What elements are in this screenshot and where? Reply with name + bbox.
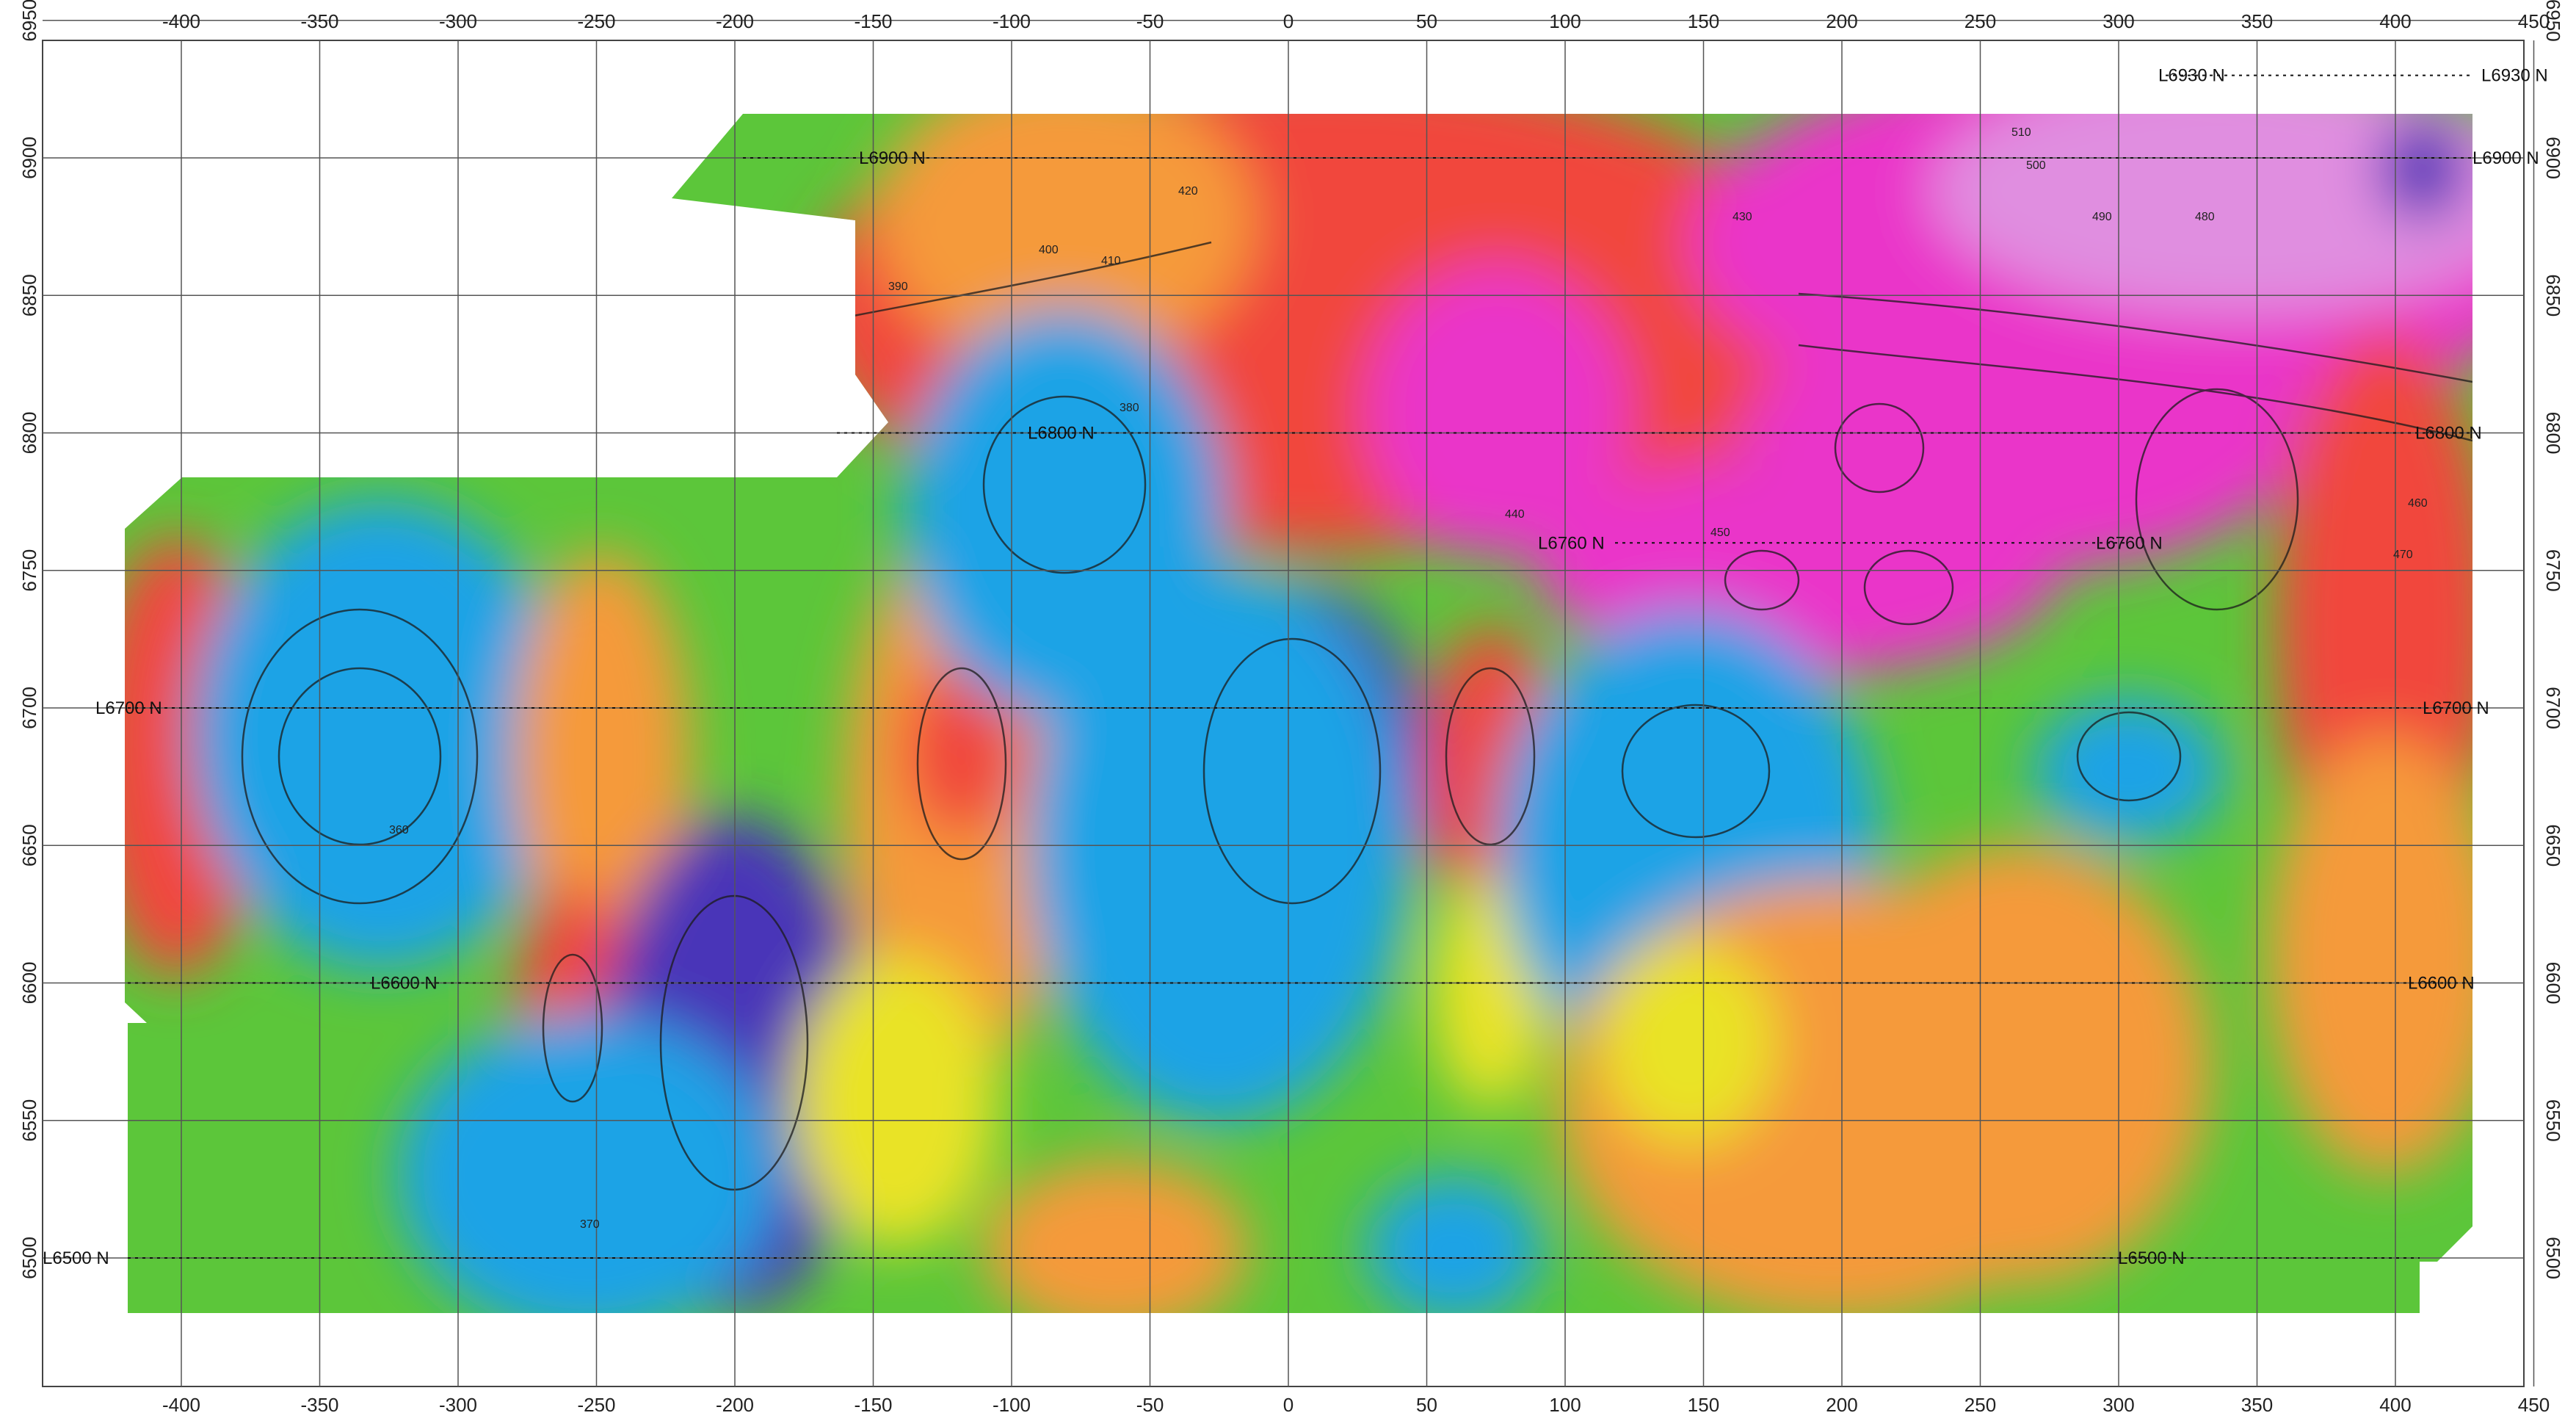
survey-line-label-right: L6900 N xyxy=(2472,148,2539,168)
contour-label: 390 xyxy=(888,281,908,293)
y-tick-label-right: 6800 xyxy=(2542,412,2564,455)
contour-label: 400 xyxy=(1039,244,1059,256)
survey-line-label-right: L6600 N xyxy=(2408,974,2475,994)
survey-line-label-left: L6700 N xyxy=(95,698,162,718)
survey-line-label-left: L6600 N xyxy=(371,974,438,994)
survey-line-label-left: L6500 N xyxy=(43,1248,109,1268)
y-tick-label-left: 6950 xyxy=(18,0,40,42)
y-tick-label-right: 6850 xyxy=(2542,274,2564,317)
x-tick-label-top: 250 xyxy=(1964,10,1996,32)
contour-label: 490 xyxy=(2092,211,2112,223)
contour-label: 470 xyxy=(2393,549,2413,561)
x-tick-label-top: -250 xyxy=(577,10,615,32)
x-tick-label-bottom: 450 xyxy=(2518,1394,2550,1416)
contour-label: 370 xyxy=(580,1218,600,1231)
survey-line-label-left: L6800 N xyxy=(1028,424,1095,444)
contour-value-labels: 390 400 410 420 430 440 450 460 470 480 … xyxy=(389,126,2428,1231)
x-tick-label-bottom: 350 xyxy=(2241,1394,2273,1416)
y-tick-label-right: 6900 xyxy=(2542,137,2564,179)
x-tick-label-bottom: 0 xyxy=(1283,1394,1294,1416)
x-tick-label-bottom: -100 xyxy=(993,1394,1031,1416)
survey-line-label-right: L6800 N xyxy=(2415,424,2482,444)
x-tick-label-bottom: 50 xyxy=(1416,1394,1437,1416)
x-tick-label-bottom: -400 xyxy=(162,1394,200,1416)
x-tick-label-top: -300 xyxy=(439,10,477,32)
x-tick-label-top: 100 xyxy=(1549,10,1581,32)
contour-label: 510 xyxy=(2011,126,2031,139)
x-tick-label-bottom: -300 xyxy=(439,1394,477,1416)
contour-label: 360 xyxy=(389,824,409,836)
x-tick-label-top: -350 xyxy=(300,10,338,32)
survey-line-label-right: L6700 N xyxy=(2423,698,2489,718)
contour-label: 430 xyxy=(1733,211,1752,223)
x-tick-label-top: 200 xyxy=(1826,10,1857,32)
survey-line-label-right: L6760 N xyxy=(2096,533,2163,553)
x-tick-label-top: -200 xyxy=(716,10,754,32)
contour-label: 380 xyxy=(1120,402,1139,414)
y-tick-label-left: 6800 xyxy=(18,412,40,455)
x-tick-label-bottom: -250 xyxy=(577,1394,615,1416)
y-tick-label-left: 6500 xyxy=(18,1237,40,1279)
x-tick-label-bottom: 300 xyxy=(2102,1394,2134,1416)
x-tick-label-top: -50 xyxy=(1136,10,1164,32)
y-tick-label-left: 6600 xyxy=(18,962,40,1005)
x-tick-label-bottom: -150 xyxy=(854,1394,892,1416)
x-tick-label-top: 450 xyxy=(2518,10,2550,32)
axis-labels: -400 -400 -350 -350 -300 -300 -250 -250 -200 -200… xyxy=(18,0,2564,1416)
contour-label: 500 xyxy=(2026,159,2046,172)
y-tick-label-right: 6650 xyxy=(2542,824,2564,867)
x-tick-label-bottom: 100 xyxy=(1549,1394,1581,1416)
x-tick-label-bottom: 400 xyxy=(2379,1394,2411,1416)
contour-label: 450 xyxy=(1710,527,1730,539)
x-tick-label-top: 400 xyxy=(2379,10,2411,32)
y-tick-label-left: 6850 xyxy=(18,274,40,317)
y-tick-label-left: 6650 xyxy=(18,824,40,867)
y-tick-label-right: 6750 xyxy=(2542,549,2564,592)
x-tick-label-top: -100 xyxy=(993,10,1031,32)
x-tick-label-top: 300 xyxy=(2102,10,2134,32)
y-tick-label-left: 6750 xyxy=(18,549,40,592)
survey-line-label-right: L6500 N xyxy=(2118,1248,2185,1268)
survey-line-label-left: L6930 N xyxy=(2158,66,2225,86)
x-tick-label-bottom: 200 xyxy=(1826,1394,1857,1416)
contour-label: 410 xyxy=(1101,255,1121,267)
y-tick-label-right: 6600 xyxy=(2542,962,2564,1005)
x-tick-label-bottom: -200 xyxy=(716,1394,754,1416)
x-tick-label-top: 50 xyxy=(1416,10,1437,32)
contour-label: 480 xyxy=(2195,211,2215,223)
y-tick-label-right: 6500 xyxy=(2542,1237,2564,1279)
contour-label: 420 xyxy=(1178,185,1198,198)
x-tick-label-top: 0 xyxy=(1283,10,1294,32)
x-tick-label-top: -150 xyxy=(854,10,892,32)
x-tick-label-top: -400 xyxy=(162,10,200,32)
y-tick-label-left: 6550 xyxy=(18,1099,40,1142)
x-tick-label-bottom: -350 xyxy=(300,1394,338,1416)
contour-label: 440 xyxy=(1505,508,1525,521)
y-tick-label-left: 6700 xyxy=(18,687,40,729)
y-tick-label-left: 6900 xyxy=(18,137,40,179)
contour-label: 460 xyxy=(2408,497,2428,510)
survey-line-label-left: L6760 N xyxy=(1538,533,1605,553)
y-tick-label-right: 6700 xyxy=(2542,687,2564,729)
survey-line-label-right: L6930 N xyxy=(2481,66,2548,86)
x-tick-label-top: 350 xyxy=(2241,10,2273,32)
x-tick-label-bottom: 150 xyxy=(1688,1394,1719,1416)
x-tick-label-bottom: 250 xyxy=(1964,1394,1996,1416)
survey-line-label-left: L6900 N xyxy=(859,148,926,168)
x-tick-label-top: 150 xyxy=(1688,10,1719,32)
x-tick-label-bottom: -50 xyxy=(1136,1394,1164,1416)
survey-lines: L6930 N L6930 N L6900 N L6900 N L6800 N L6800… xyxy=(43,66,2548,1268)
y-tick-label-right: 6950 xyxy=(2542,0,2564,42)
y-tick-label-right: 6550 xyxy=(2542,1099,2564,1142)
